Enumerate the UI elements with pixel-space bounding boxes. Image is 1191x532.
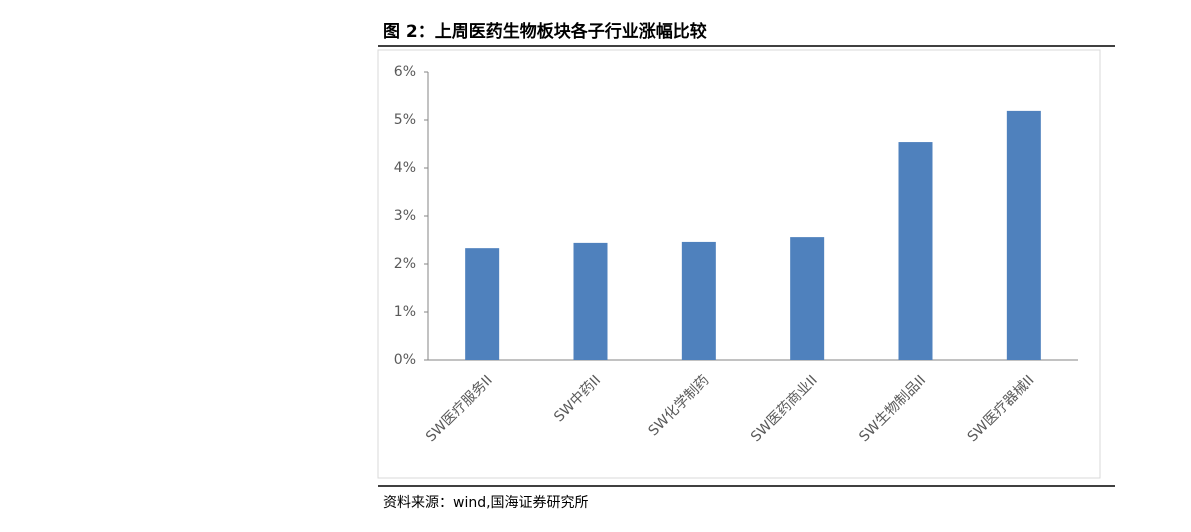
bar [681,241,716,360]
x-tick-label: SW生物制品II [856,372,929,445]
y-tick-label: 0% [394,352,416,368]
y-tick-label: 4% [394,160,416,176]
bar [573,242,608,360]
y-tick-label: 1% [394,304,416,320]
y-tick-label: 2% [394,256,416,272]
x-tick-label: SW化学制药 [646,372,713,439]
chart-title: 图 2：上周医药生物板块各子行业涨幅比较 [383,21,707,42]
x-tick-label: SW医疗器械II [965,372,1038,445]
source-note: 资料来源：wind,国海证券研究所 [383,495,589,511]
bar [898,142,933,360]
y-tick-label: 6% [394,64,416,80]
bar [465,248,500,360]
x-tick-label: SW中药II [551,372,604,425]
y-tick-label: 5% [394,112,416,128]
x-tick-label: SW医药商业II [748,372,821,445]
bar [1006,110,1041,360]
y-tick-label: 3% [394,208,416,224]
bar [790,237,825,360]
chart-frame [377,49,1101,479]
x-tick-label: SW医疗服务II [423,372,496,445]
